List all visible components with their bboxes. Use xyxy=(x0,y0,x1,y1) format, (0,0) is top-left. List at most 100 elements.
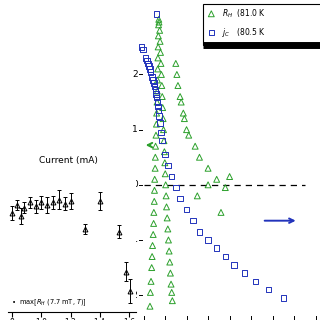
Point xyxy=(190,218,196,223)
Point xyxy=(184,207,189,212)
Point xyxy=(205,182,211,188)
Text: 0: 0 xyxy=(132,180,138,189)
Point xyxy=(153,132,158,138)
Point xyxy=(158,61,164,66)
Point xyxy=(174,72,180,77)
Point xyxy=(149,75,155,80)
Point xyxy=(162,160,167,165)
Point xyxy=(163,171,168,176)
Point xyxy=(157,120,163,125)
Point xyxy=(162,149,167,154)
Point xyxy=(151,80,156,85)
Point xyxy=(156,17,161,22)
Point xyxy=(148,290,153,295)
Text: $j_{C}$   (80.5 K: $j_{C}$ (80.5 K xyxy=(222,26,266,39)
Point xyxy=(156,55,161,60)
Point xyxy=(153,144,158,149)
Point xyxy=(161,138,166,143)
Point xyxy=(165,227,170,232)
Point xyxy=(205,237,211,243)
Point xyxy=(153,87,158,92)
Point xyxy=(223,185,228,190)
Point xyxy=(150,243,155,248)
Point xyxy=(170,298,175,303)
Point xyxy=(214,246,219,251)
Point xyxy=(155,88,160,93)
Point xyxy=(160,94,165,99)
Point xyxy=(169,290,174,295)
Text: -1: -1 xyxy=(129,236,138,244)
Point xyxy=(209,30,214,35)
Point xyxy=(266,287,271,292)
Point xyxy=(157,113,162,118)
Point xyxy=(193,144,198,149)
Point xyxy=(152,84,157,89)
Point xyxy=(173,185,178,190)
Point xyxy=(169,282,174,287)
Point xyxy=(148,304,153,309)
Point xyxy=(166,237,171,243)
Point xyxy=(197,155,202,160)
Point xyxy=(167,260,172,265)
Point xyxy=(164,215,170,220)
Point xyxy=(153,91,158,96)
Point xyxy=(156,44,161,50)
Point xyxy=(148,279,154,284)
Text: 1: 1 xyxy=(132,125,138,134)
Point xyxy=(151,221,156,226)
Point xyxy=(154,110,159,116)
Point xyxy=(169,174,174,179)
Point xyxy=(145,61,150,66)
Text: $R_{H}$  (81.0 K: $R_{H}$ (81.0 K xyxy=(222,8,266,20)
Point xyxy=(156,22,161,28)
Point xyxy=(227,174,232,179)
Text: Current (mA): Current (mA) xyxy=(39,156,97,165)
Point xyxy=(195,193,200,198)
Point xyxy=(152,177,157,182)
Point xyxy=(168,270,173,276)
Point xyxy=(159,138,164,143)
Point xyxy=(166,248,172,253)
Point xyxy=(156,33,161,38)
Point xyxy=(173,61,178,66)
Point xyxy=(144,58,149,63)
Point xyxy=(149,265,154,270)
Point xyxy=(152,199,157,204)
Point xyxy=(156,20,162,25)
Point xyxy=(175,83,180,88)
Text: $\bullet$  max[$R_{H}$ (7.7 mT, $T$)]: $\bullet$ max[$R_{H}$ (7.7 mT, $T$)] xyxy=(11,297,86,308)
Point xyxy=(159,83,164,88)
Point xyxy=(151,77,156,83)
Point xyxy=(281,295,286,300)
Point xyxy=(155,67,160,72)
Point xyxy=(219,210,224,215)
Text: -2: -2 xyxy=(129,291,138,300)
Point xyxy=(157,28,162,33)
Point xyxy=(153,166,158,171)
Point xyxy=(153,155,158,160)
Point xyxy=(182,116,187,121)
Point xyxy=(154,95,159,100)
Point xyxy=(148,67,153,72)
Point xyxy=(161,116,166,121)
Point xyxy=(209,11,214,16)
Point xyxy=(163,152,168,157)
Point xyxy=(179,100,184,105)
Point xyxy=(154,122,159,127)
Point xyxy=(223,254,228,259)
Text: 2: 2 xyxy=(132,70,138,79)
Point xyxy=(158,50,163,55)
Point xyxy=(178,94,183,99)
Point xyxy=(158,130,163,135)
Point xyxy=(156,108,161,113)
Point xyxy=(155,77,160,83)
Point xyxy=(181,110,186,116)
Point xyxy=(157,39,163,44)
Point xyxy=(156,104,161,109)
Point xyxy=(197,229,202,234)
Point xyxy=(159,72,164,77)
Point xyxy=(205,166,211,171)
Point xyxy=(149,254,155,259)
Point xyxy=(143,55,148,60)
Point xyxy=(161,127,166,132)
